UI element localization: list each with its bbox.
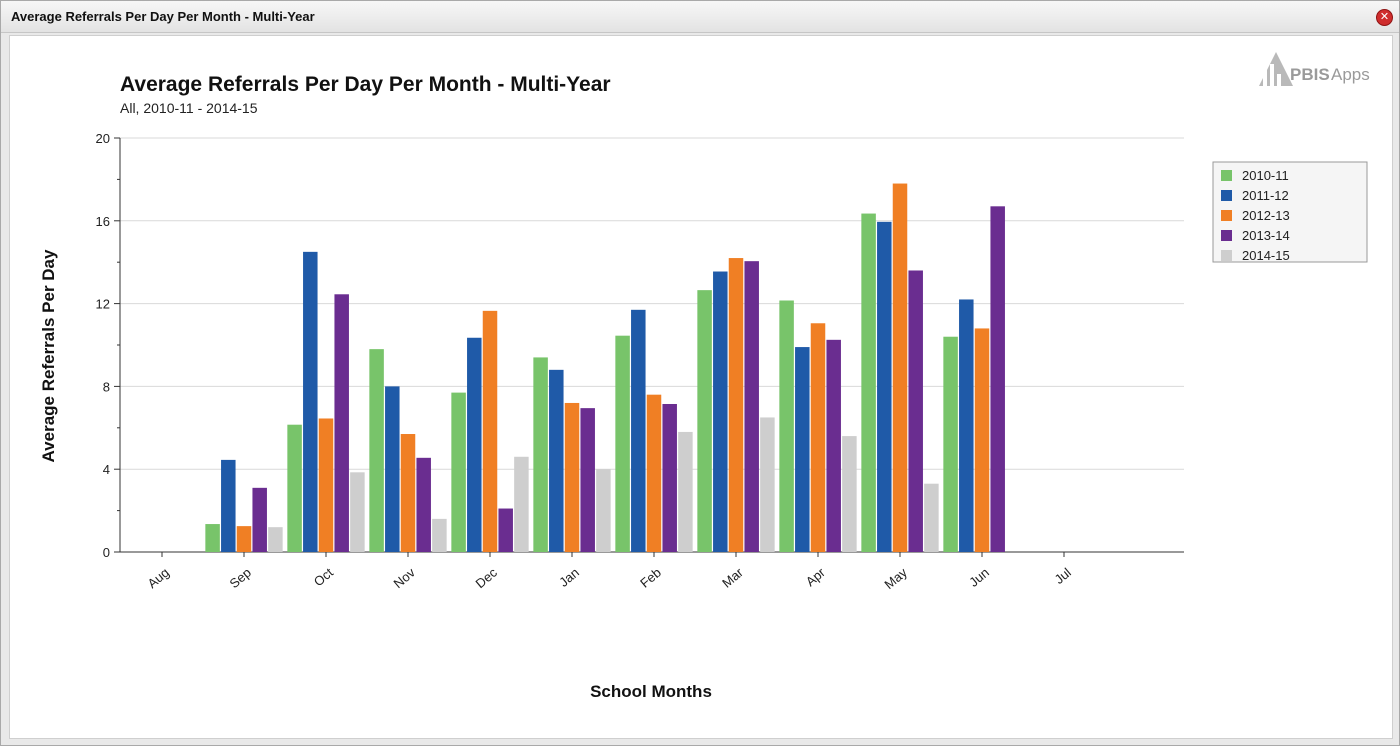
legend-item-2011-12[interactable]: 2011-12	[1242, 188, 1289, 203]
bar-2014-15-apr[interactable]	[842, 436, 857, 552]
bar-2010-11-jun[interactable]	[943, 336, 958, 552]
bar-2014-15-dec[interactable]	[514, 456, 529, 552]
bar-2010-11-oct[interactable]	[287, 424, 302, 552]
bar-2012-13-dec[interactable]	[482, 310, 498, 552]
y-tick-label: 4	[103, 462, 110, 477]
bar-2012-13-jun[interactable]	[974, 328, 990, 552]
logo-brand-bold: PBIS	[1290, 65, 1330, 84]
bar-2010-11-nov[interactable]	[369, 349, 384, 552]
x-axis-label: School Months	[590, 682, 712, 701]
bar-2013-14-nov[interactable]	[416, 457, 431, 552]
legend-swatch	[1221, 170, 1232, 181]
x-tick-label: May	[881, 564, 910, 592]
legend-swatch	[1221, 190, 1232, 201]
legend-item-2013-14[interactable]: 2013-14	[1242, 228, 1290, 243]
bar-2014-15-sep[interactable]	[268, 527, 283, 552]
bar-2014-15-may[interactable]	[924, 483, 939, 552]
y-tick-label: 12	[96, 297, 110, 312]
x-axis-ticks: Aug Sep Oct Nov Dec Jan Feb Mar Apr May Jun Jul	[145, 552, 1074, 592]
window-titlebar: Average Referrals Per Day Per Month - Mu…	[1, 1, 1399, 33]
bar-2011-12-nov[interactable]	[385, 386, 400, 552]
bar-2010-11-may[interactable]	[861, 213, 876, 552]
bar-2014-15-feb[interactable]	[678, 431, 693, 552]
bar-2012-13-may[interactable]	[892, 183, 908, 553]
close-icon[interactable]: ✕	[1376, 9, 1393, 26]
bar-2013-14-oct[interactable]	[334, 294, 349, 552]
legend: 2010-11 2011-12 2012-13 2013-14 2014-15	[1212, 161, 1368, 263]
bar-2013-14-may[interactable]	[908, 270, 923, 552]
x-tick-label: Feb	[637, 565, 664, 591]
y-axis-label: Average Referrals Per Day	[39, 249, 58, 462]
y-tick-label: 20	[96, 131, 110, 146]
logo-brand-rest: Apps	[1331, 65, 1370, 84]
x-tick-label: Apr	[803, 564, 829, 589]
bar-2014-15-jan[interactable]	[596, 469, 611, 552]
x-tick-label: Dec	[473, 564, 501, 591]
building-chart-icon	[1259, 52, 1293, 86]
bar-2010-11-mar[interactable]	[697, 290, 712, 552]
bar-2011-12-jan[interactable]	[549, 369, 564, 552]
x-tick-label: Mar	[719, 564, 746, 590]
bar-2012-13-jan[interactable]	[564, 402, 580, 552]
chart-subtitle: All, 2010-11 - 2014-15	[120, 100, 258, 116]
x-tick-label: Jul	[1052, 565, 1074, 587]
bar-2010-11-feb[interactable]	[615, 335, 630, 552]
x-tick-label: Jun	[966, 565, 992, 590]
y-tick-label: 8	[103, 379, 110, 394]
bar-2011-12-mar[interactable]	[713, 271, 728, 552]
bar-2013-14-sep[interactable]	[252, 487, 267, 552]
bar-2014-15-oct[interactable]	[350, 472, 365, 552]
bar-2012-13-sep[interactable]	[236, 526, 252, 552]
x-tick-label: Nov	[391, 564, 419, 591]
bar-2012-13-oct[interactable]	[318, 418, 334, 552]
bar-2012-13-nov[interactable]	[400, 434, 416, 552]
bar-2010-11-jan[interactable]	[533, 357, 548, 552]
bar-2013-14-apr[interactable]	[826, 339, 841, 552]
bar-2012-13-apr[interactable]	[810, 323, 826, 552]
legend-swatch	[1221, 250, 1232, 261]
bar-2010-11-apr[interactable]	[779, 300, 794, 552]
bars	[205, 183, 1005, 553]
legend-box	[1212, 161, 1368, 263]
bar-chart: PBIS Apps Average Referrals Per Day Per …	[39, 52, 1370, 701]
legend-item-2012-13[interactable]: 2012-13	[1242, 208, 1290, 223]
legend-swatch	[1221, 210, 1232, 221]
x-tick-label: Jan	[556, 565, 582, 590]
bar-2013-14-dec[interactable]	[498, 508, 513, 552]
legend-swatch	[1221, 230, 1232, 241]
legend-item-2014-15[interactable]: 2014-15	[1242, 248, 1290, 263]
y-tick-label: 16	[96, 214, 110, 229]
y-tick-label: 0	[103, 545, 110, 560]
bar-2011-12-feb[interactable]	[631, 309, 646, 552]
bar-2013-14-feb[interactable]	[662, 403, 677, 552]
bar-2011-12-jun[interactable]	[959, 299, 974, 552]
x-tick-label: Oct	[311, 565, 336, 590]
bar-2013-14-jun[interactable]	[990, 206, 1005, 552]
pbisapps-logo: PBIS Apps	[1259, 52, 1370, 86]
chart-title: Average Referrals Per Day Per Month - Mu…	[120, 73, 611, 96]
x-tick-label: Aug	[145, 565, 172, 591]
bar-2011-12-sep[interactable]	[221, 459, 236, 552]
bar-2011-12-oct[interactable]	[303, 251, 318, 552]
bar-2013-14-jan[interactable]	[580, 408, 595, 552]
chart-panel: PBIS Apps Average Referrals Per Day Per …	[9, 35, 1393, 739]
bar-2011-12-may[interactable]	[877, 221, 892, 552]
legend-item-2010-11[interactable]: 2010-11	[1242, 168, 1289, 183]
x-tick-label: Sep	[227, 565, 254, 591]
bar-2010-11-sep[interactable]	[205, 524, 220, 552]
bar-2014-15-mar[interactable]	[760, 417, 775, 552]
bar-2014-15-nov[interactable]	[432, 518, 447, 552]
bar-2012-13-feb[interactable]	[646, 394, 662, 552]
bar-2011-12-dec[interactable]	[467, 337, 482, 552]
bar-2011-12-apr[interactable]	[795, 347, 810, 552]
bar-2010-11-dec[interactable]	[451, 392, 466, 552]
window-title: Average Referrals Per Day Per Month - Mu…	[11, 9, 315, 24]
bar-2012-13-mar[interactable]	[728, 258, 744, 552]
bar-2013-14-mar[interactable]	[744, 261, 759, 552]
